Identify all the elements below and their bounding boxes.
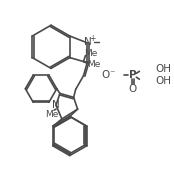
Text: N: N xyxy=(84,37,91,47)
Text: O: O xyxy=(128,84,137,94)
Text: OH: OH xyxy=(155,64,171,74)
Text: P: P xyxy=(129,70,136,80)
Text: N: N xyxy=(52,100,60,110)
Text: ⁻: ⁻ xyxy=(109,69,115,79)
Text: +: + xyxy=(89,35,96,43)
Text: Me: Me xyxy=(84,49,98,58)
Text: OH: OH xyxy=(155,76,171,86)
Text: Me: Me xyxy=(87,60,101,69)
Text: Me: Me xyxy=(45,109,59,119)
Text: O: O xyxy=(102,70,110,80)
